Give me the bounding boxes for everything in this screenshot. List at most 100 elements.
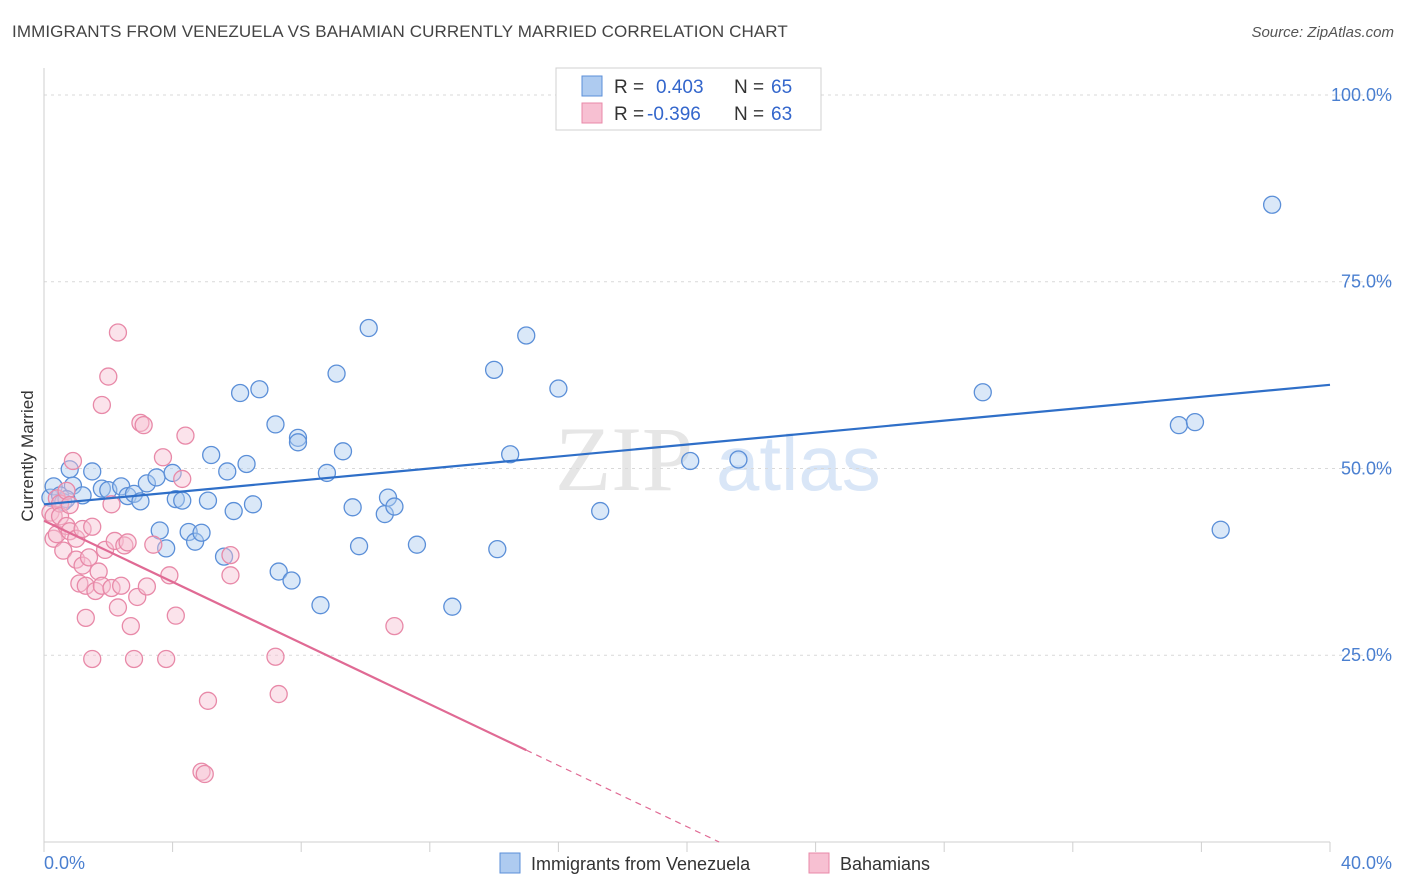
legend-r-value-bahamians: -0.396 (647, 104, 701, 125)
data-point (250, 380, 269, 399)
data-point (163, 463, 182, 483)
data-point (385, 616, 404, 636)
data-point (202, 445, 221, 465)
data-point (327, 364, 346, 383)
data-point (92, 479, 112, 498)
data-point (83, 649, 102, 669)
x-tick-labels: 0.0% 40.0% (44, 853, 1392, 873)
watermark-zip: ZIP (555, 408, 693, 510)
data-point (54, 541, 73, 560)
data-point (192, 523, 211, 542)
data-point (681, 451, 700, 471)
legend-n-label-1: N = (734, 77, 764, 98)
trend-line-bahamians-extension (525, 749, 720, 843)
data-point (349, 537, 369, 556)
data-point (443, 597, 462, 616)
legend-r-label-1: R = (614, 77, 644, 98)
data-point (218, 462, 237, 481)
trend-lines (43, 383, 1331, 843)
series-venezuela-points (41, 195, 1282, 616)
data-point (176, 426, 195, 445)
legend-n-value-venezuela: 65 (771, 77, 792, 98)
bottom-legend-swatch-bahamians (808, 852, 830, 874)
data-point (488, 540, 507, 559)
data-point (224, 501, 243, 521)
data-point (407, 535, 427, 554)
data-point (157, 649, 176, 669)
legend-r-label-2: R = (614, 104, 644, 125)
trend-line-bahamians (43, 519, 527, 752)
y-tick-label-100: 100.0% (1331, 85, 1392, 105)
data-point (83, 462, 102, 481)
data-point (591, 501, 610, 521)
data-point (137, 474, 157, 493)
legend-swatch-venezuela (581, 75, 603, 97)
data-point (221, 566, 240, 585)
legend-r-value-venezuela: 0.403 (656, 77, 704, 98)
data-point (121, 616, 140, 636)
data-point (549, 379, 568, 398)
legend-swatch-bahamians (581, 102, 603, 124)
data-point (1211, 520, 1230, 539)
data-point (166, 606, 185, 625)
data-point (729, 450, 748, 469)
x-tick-label-max: 40.0% (1341, 853, 1392, 873)
bottom-legend-swatch-venezuela (499, 852, 521, 874)
data-point (118, 533, 137, 552)
data-point (124, 484, 144, 504)
data-point (333, 442, 353, 461)
y-tick-label-25: 25.0% (1341, 645, 1392, 665)
data-point (102, 495, 121, 514)
stats-legend: R = 0.403 N = 65 R = -0.396 N = 63 (555, 67, 822, 131)
data-point (134, 415, 153, 435)
data-point (214, 547, 234, 566)
data-point (112, 576, 131, 595)
data-point (76, 608, 95, 628)
data-point (179, 522, 198, 542)
data-point (1185, 413, 1205, 432)
data-point (378, 488, 398, 507)
data-point (166, 489, 185, 509)
data-point (124, 649, 144, 669)
data-point (230, 383, 250, 403)
data-point (266, 415, 285, 434)
data-point (1169, 415, 1189, 435)
data-point (266, 647, 285, 666)
data-point (343, 498, 362, 517)
data-point (484, 360, 504, 380)
chart-title: IMMIGRANTS FROM VENEZUELA VS BAHAMIAN CU… (12, 22, 788, 41)
data-point (115, 536, 134, 555)
series-bahamians-points (41, 323, 404, 784)
axes (43, 68, 1331, 852)
data-point (60, 495, 79, 515)
data-point (63, 451, 83, 471)
data-point (173, 491, 192, 510)
data-point (153, 448, 173, 467)
data-point (282, 571, 301, 590)
data-point (385, 497, 404, 516)
legend-n-label-2: N = (734, 104, 764, 125)
grid-lines (44, 94, 1392, 656)
chart-source: Source: ZipAtlas.com (1251, 24, 1394, 41)
data-point (517, 326, 536, 345)
data-point (195, 764, 214, 784)
data-point (359, 318, 378, 338)
data-point (288, 433, 308, 452)
data-point (79, 548, 99, 567)
legend-n-value-bahamians: 63 (771, 104, 792, 125)
data-point (198, 491, 218, 510)
data-point (192, 762, 211, 781)
bottom-legend-label-venezuela: Immigrants from Venezuela (531, 854, 751, 874)
data-point (173, 469, 192, 489)
y-tick-labels: 25.0% 50.0% 75.0% 100.0% (1331, 85, 1392, 665)
data-point (99, 367, 118, 386)
data-point (1262, 195, 1282, 214)
y-tick-label-75: 75.0% (1341, 272, 1392, 292)
trend-line-venezuela (43, 383, 1331, 506)
data-point (131, 413, 150, 433)
data-point (221, 545, 240, 565)
data-point (57, 481, 76, 501)
data-point (311, 596, 330, 615)
data-point (973, 383, 992, 402)
